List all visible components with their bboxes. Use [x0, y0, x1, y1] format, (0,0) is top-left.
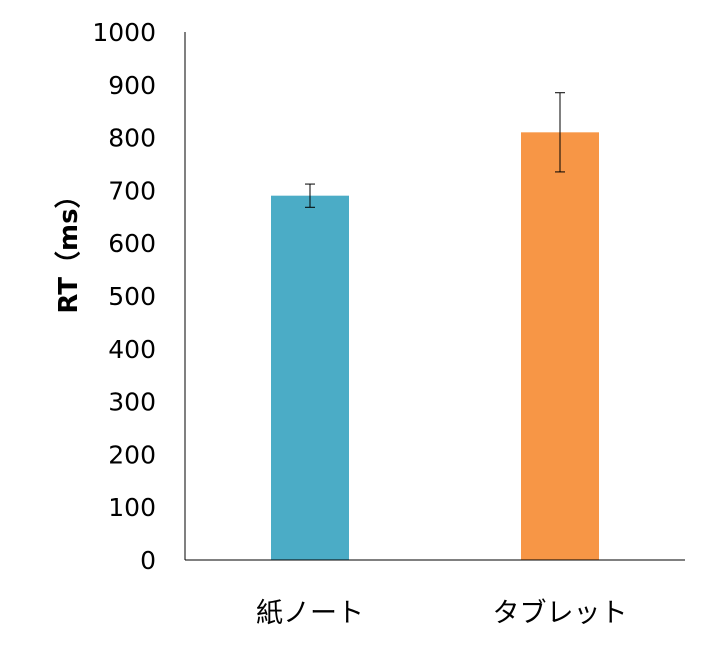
- error-bars: [305, 92, 565, 208]
- y-axis-ticks: 0 100 200 300 400 500 600 700 800 900 1000: [92, 18, 156, 575]
- x-axis-categories: 紙ノート タブレット: [256, 598, 628, 629]
- bar: [521, 132, 599, 560]
- y-axis-title: RT（ms）: [54, 182, 84, 313]
- x-category-label: 紙ノート: [256, 598, 364, 629]
- y-tick-label: 500: [108, 282, 156, 311]
- y-tick-label: 900: [108, 71, 156, 100]
- y-tick-label: 200: [108, 440, 156, 469]
- bar: [271, 195, 349, 560]
- y-tick-label: 400: [108, 335, 156, 364]
- y-tick-label: 300: [108, 388, 156, 417]
- bars: [271, 132, 599, 560]
- y-tick-label: 800: [108, 124, 156, 153]
- error-bar: [555, 92, 565, 173]
- x-category-label: タブレット: [493, 598, 628, 629]
- y-tick-label: 100: [108, 493, 156, 522]
- y-tick-label: 600: [108, 229, 156, 258]
- error-bar: [305, 183, 315, 208]
- y-tick-label: 700: [108, 176, 156, 205]
- y-tick-label: 0: [140, 546, 156, 575]
- y-tick-label: 1000: [92, 18, 156, 47]
